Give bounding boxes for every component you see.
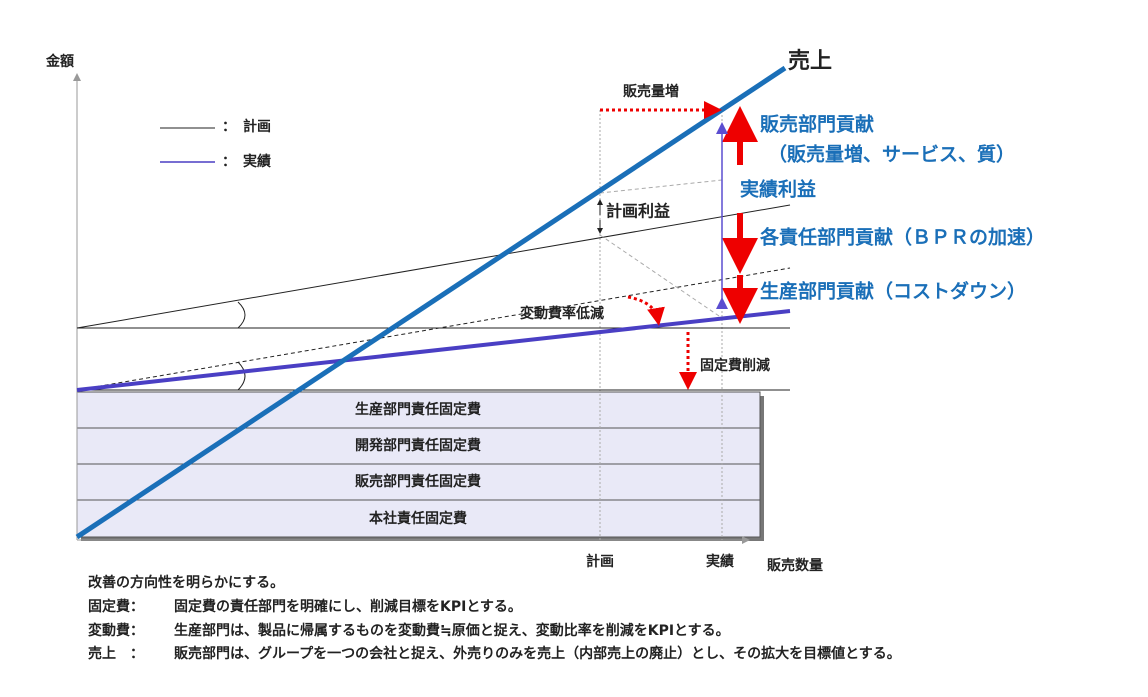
note: 改善の方向性を明らかにする。: [88, 574, 284, 591]
fixed-cost: 開発部門責任固定費: [355, 437, 481, 454]
fixed-cost: 販売部門責任固定費: [355, 473, 481, 490]
note-text: 生産部門は、製品に帰属するものを変動費≒原価と捉え、変動比率を削減をKPIとする…: [174, 622, 730, 639]
annotation: 実績利益: [740, 178, 816, 201]
annotation: 生産部門貢献（コストダウン）: [760, 280, 1026, 303]
x-mark: 実績: [706, 553, 734, 570]
annotation: 変動費率低減: [520, 305, 604, 322]
guides: [75, 65, 791, 540]
fixed-cost-boxes: [76, 391, 764, 541]
note-text: 販売部門は、グループを一つの会社と捉え、外売りのみを売上（内部売上の廃止）とし、…: [174, 645, 901, 662]
sales-label: 売上: [788, 48, 832, 74]
x-mark: 計画: [586, 553, 614, 570]
legend-label: ： 計画: [222, 118, 271, 135]
fixed-cost: 生産部門責任固定費: [355, 401, 481, 418]
note-label: 変動費：: [88, 622, 144, 639]
y-axis-label: 金額: [45, 53, 74, 70]
annotation: 計画利益: [606, 202, 670, 221]
note-text: 固定費の責任部門を明確にし、削減目標をKPIとする。: [174, 598, 522, 615]
axes: [73, 73, 750, 544]
legend-label: ： 実績: [222, 153, 271, 170]
fixed-cost: 本社責任固定費: [369, 510, 467, 527]
note-label: 売上 ：: [88, 645, 144, 662]
annotation: 販売部門貢献: [760, 113, 874, 136]
annotation: 販売量増: [623, 83, 679, 100]
annotation: 固定費削減: [700, 357, 770, 374]
x-axis-label: 販売数量: [767, 557, 823, 574]
annotation: 各責任部門貢献（ＢＰＲの加速）: [759, 226, 1045, 249]
annotation: （販売量増、サービス、質）: [768, 143, 1015, 166]
note-label: 固定費：: [88, 598, 144, 615]
